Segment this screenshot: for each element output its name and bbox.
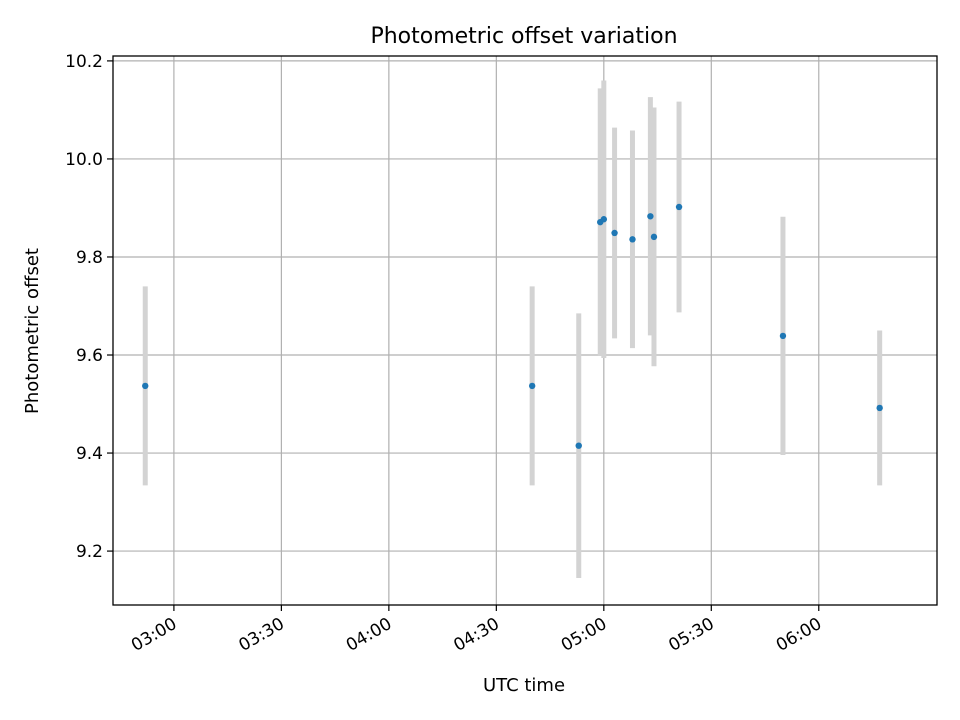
y-axis-label: Photometric offset — [22, 248, 43, 414]
data-point — [647, 213, 654, 220]
data-point — [528, 382, 536, 390]
y-tick-label: 9.8 — [76, 248, 103, 268]
y-tick-label: 9.2 — [76, 542, 103, 562]
data-point — [611, 229, 618, 237]
data-points — [142, 203, 883, 449]
y-tick-label: 10.2 — [65, 52, 103, 72]
grid — [113, 56, 937, 605]
data-point — [142, 382, 149, 390]
data-point — [575, 442, 582, 449]
y-tick-label: 10.0 — [65, 150, 103, 170]
data-point — [650, 233, 658, 241]
y-tick-label: 9.4 — [76, 444, 103, 464]
x-axis-label: UTC time — [483, 675, 565, 696]
chart-title: Photometric offset variation — [370, 24, 677, 49]
data-point — [675, 203, 683, 211]
data-point — [600, 216, 608, 223]
data-point — [876, 404, 883, 412]
data-point — [629, 236, 636, 243]
plot-frame — [112, 55, 938, 606]
data-point — [779, 332, 787, 340]
y-tick-label: 9.6 — [76, 346, 103, 366]
